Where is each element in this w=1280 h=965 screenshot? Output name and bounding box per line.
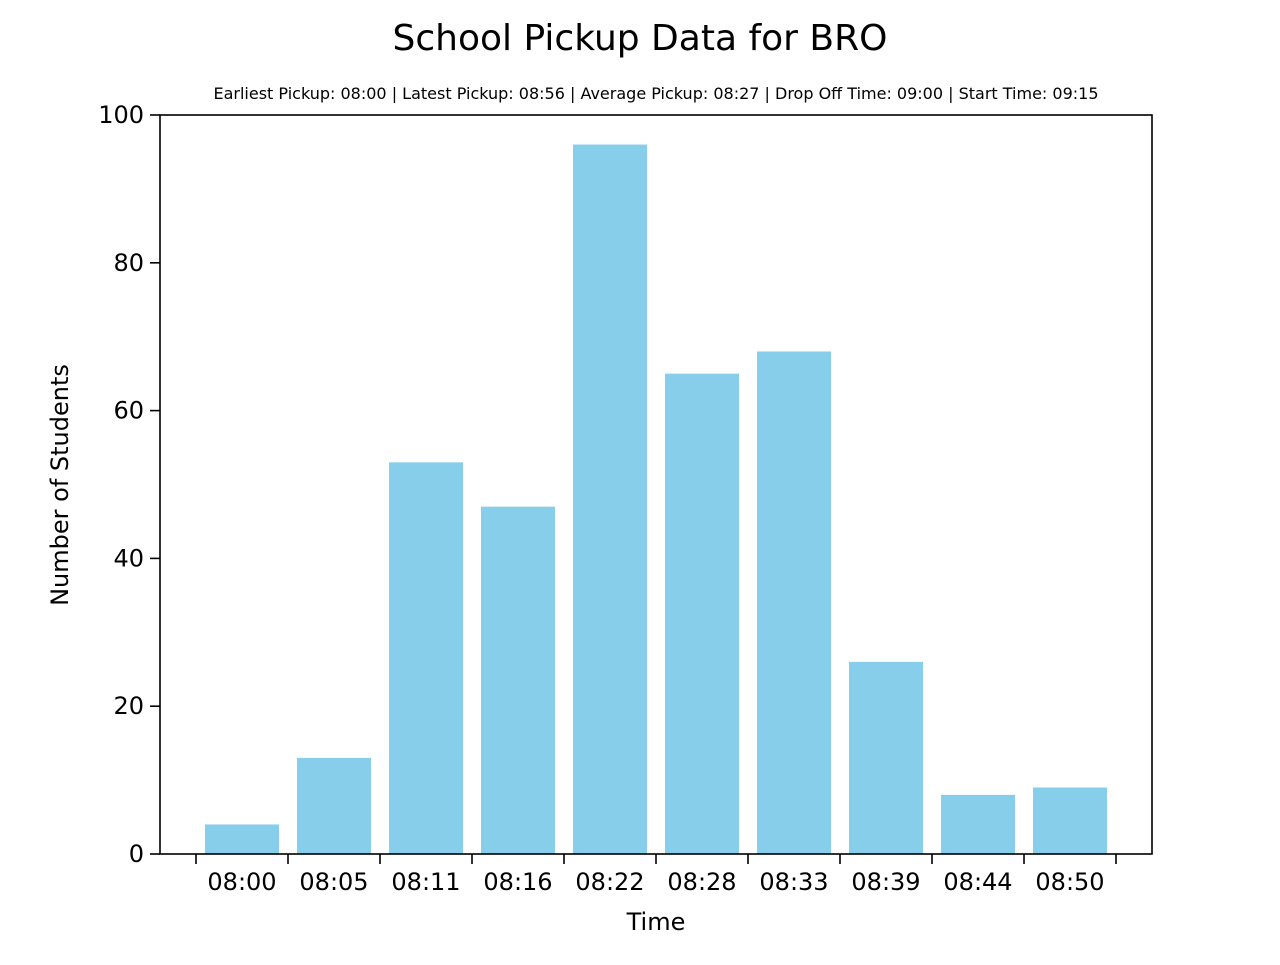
x-tick-label: 08:00	[207, 868, 276, 896]
bar-0805	[297, 757, 371, 854]
x-tick-label: 08:22	[575, 868, 644, 896]
y-tick-label: 40	[113, 544, 144, 572]
chart-subtitle: Earliest Pickup: 08:00 | Latest Pickup: …	[213, 84, 1098, 103]
x-axis: 08:00 08:05 08:11 08:16 08:22 08:28 08:33 08:39…	[195, 854, 1117, 896]
x-tick-label: 08:33	[759, 868, 828, 896]
bar-0811	[389, 462, 463, 854]
x-tick-label: 08:28	[667, 868, 736, 896]
bars-group	[205, 144, 1107, 854]
chart-title: School Pickup Data for BRO	[393, 18, 888, 59]
y-tick-label: 80	[113, 249, 144, 277]
x-tick-label: 08:50	[1035, 868, 1104, 896]
x-tick-label: 08:11	[391, 868, 460, 896]
y-axis-label: Number of Students	[46, 364, 74, 606]
y-tick-label: 60	[113, 397, 144, 425]
bar-0839	[849, 661, 923, 854]
bar-0828	[665, 373, 739, 854]
x-tick-label: 08:39	[851, 868, 920, 896]
bar-0800	[205, 824, 279, 854]
y-tick-label: 100	[98, 101, 144, 129]
y-tick-label: 20	[113, 692, 144, 720]
x-tick-label: 08:05	[299, 868, 368, 896]
bar-0822	[573, 144, 647, 854]
x-tick-label: 08:16	[483, 868, 552, 896]
y-tick-label: 0	[129, 840, 144, 868]
x-tick-label: 08:44	[943, 868, 1012, 896]
bar-0850	[1033, 787, 1107, 854]
bar-0833	[757, 351, 831, 854]
x-axis-label: Time	[626, 908, 686, 936]
y-axis: 0 20 40 60 80 100	[98, 101, 160, 868]
plot-frame	[159, 114, 1153, 855]
bar-0816	[481, 506, 555, 854]
bar-0844	[941, 794, 1015, 854]
